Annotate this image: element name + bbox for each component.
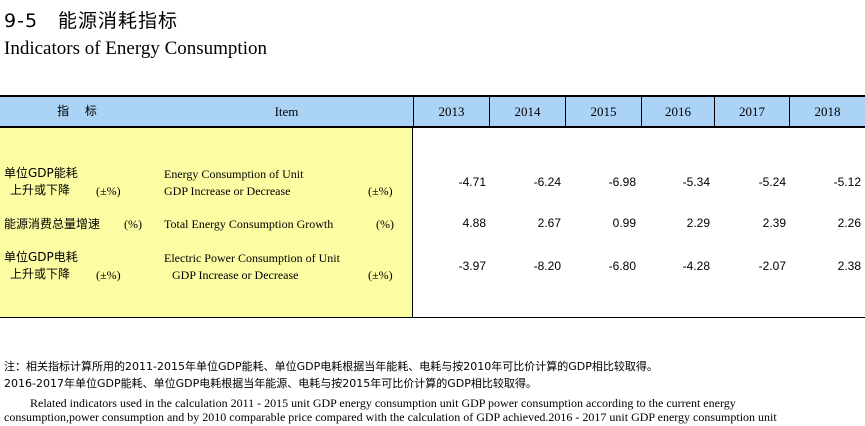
header-year-2018: 2018 (814, 104, 841, 119)
header-year-2016: 2016 (665, 104, 691, 119)
header-divider (789, 97, 790, 126)
cell-value: 0.99 (612, 216, 636, 230)
cell-value: 2.38 (837, 259, 861, 273)
cell-value: 2.39 (762, 216, 786, 230)
cell-value: -4.28 (682, 259, 710, 273)
row-label-cn: 上升或下降 (10, 267, 71, 281)
header-divider (413, 97, 414, 126)
row-label-cn: 上升或下降 (10, 183, 71, 197)
page-title-cn: 9-5 能源消耗指标 (4, 10, 179, 32)
row-unit-en: (%) (376, 217, 394, 231)
cell-value: -3.97 (458, 259, 486, 273)
table-header: 指 标 Item 2013 2014 2015 2016 2017 2018 (0, 95, 865, 128)
cell-value: -2.07 (758, 259, 786, 273)
indicator-table: 指 标 Item 2013 2014 2015 2016 2017 2018 单… (0, 95, 865, 318)
cell-value: 2.29 (686, 216, 710, 230)
row-unit-cn: (±%) (96, 184, 121, 198)
row-unit-en: (±%) (368, 268, 393, 282)
header-year-2013: 2013 (438, 104, 465, 119)
cell-value: -4.71 (458, 175, 486, 189)
header-divider (714, 97, 715, 126)
header-item-en: Item (274, 104, 299, 119)
cell-value: -6.24 (533, 175, 561, 189)
cell-value: 2.26 (837, 216, 861, 230)
header-year-2017: 2017 (739, 104, 765, 119)
note-cn-line1: 注：相关指标计算所用的2011-2015年单位GDP能耗、单位GDP电耗根据当年… (4, 360, 658, 373)
note-cn-line2: 2016-2017年单位GDP能耗、单位GDP电耗根据当年能源、电耗与按2015… (4, 377, 537, 390)
note-en-line2: consumption,power consumption and by 201… (4, 410, 777, 424)
row-label-en: Total Energy Consumption Growth (164, 217, 334, 231)
cell-value: -6.98 (608, 175, 636, 189)
row-label-cn: 单位GDP电耗 (4, 250, 78, 264)
cell-value: -5.24 (758, 175, 786, 189)
note-en-line1: Related indicators used in the calculati… (30, 396, 736, 410)
row-unit-en: (±%) (368, 184, 393, 198)
label-panel (0, 128, 413, 318)
row-label-cn: 能源消费总量增速 (4, 217, 101, 231)
table-bottom-rule (0, 317, 865, 318)
cell-value: -5.34 (682, 175, 710, 189)
cell-value: -8.20 (533, 259, 561, 273)
header-divider (489, 97, 490, 126)
header-year-2015: 2015 (590, 104, 617, 119)
page-title-en: Indicators of Energy Consumption (4, 38, 267, 59)
row-label-en: GDP Increase or Decrease (172, 268, 299, 282)
cell-value: -6.80 (608, 259, 636, 273)
row-unit-cn: (%) (124, 217, 142, 231)
cell-value: 2.67 (537, 216, 561, 230)
cell-value: 4.88 (462, 216, 486, 230)
row-unit-cn: (±%) (96, 268, 121, 282)
header-indicator-cn: 指 标 (57, 104, 103, 118)
row-label-en: Electric Power Consumption of Unit (164, 251, 340, 265)
header-divider (641, 97, 642, 126)
header-divider (565, 97, 566, 126)
row-label-en: GDP Increase or Decrease (164, 184, 291, 198)
header-year-2014: 2014 (514, 104, 541, 119)
cell-value: -5.12 (833, 175, 861, 189)
row-label-cn: 单位GDP能耗 (4, 166, 78, 180)
row-label-en: Energy Consumption of Unit (164, 167, 304, 181)
